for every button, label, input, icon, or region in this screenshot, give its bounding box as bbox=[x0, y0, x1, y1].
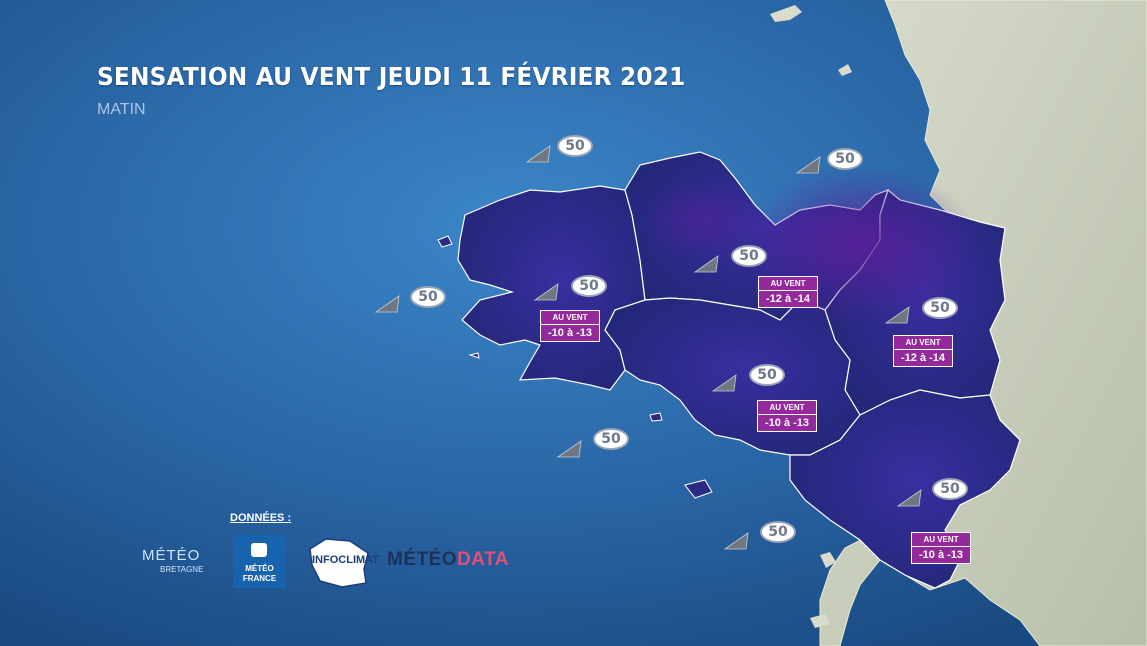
wind-badge: 50 bbox=[593, 428, 629, 450]
meteo-bretagne-sub: BRETAGNE bbox=[160, 565, 204, 574]
island-noirmoutier bbox=[820, 552, 836, 568]
map-title: SENSATION AU VENT JEUDI 11 FÉVRIER 2021 bbox=[97, 62, 686, 91]
wind-arrow-9 bbox=[896, 489, 922, 507]
wind-badge: 50 bbox=[571, 275, 607, 297]
wind-badge: 50 bbox=[749, 364, 785, 386]
infoclimat-logo: INFOCLIMAT bbox=[306, 535, 380, 589]
wind-arrow-7 bbox=[711, 374, 737, 392]
island-groix bbox=[649, 412, 663, 422]
chip-label: AU VENT bbox=[759, 277, 817, 291]
chip-value: -12 à -14 bbox=[765, 293, 811, 305]
chip-value: -12 à -14 bbox=[900, 352, 946, 364]
map-subtitle: MATIN bbox=[97, 101, 146, 118]
meteo-france-icon bbox=[251, 543, 267, 557]
windchill-chip-finistere: AU VENT -10 à -13 bbox=[540, 310, 600, 342]
wind-arrow-10 bbox=[723, 532, 749, 550]
wind-arrow-4 bbox=[374, 295, 400, 313]
chip-label: AU VENT bbox=[894, 336, 952, 350]
wind-badge: 50 bbox=[760, 521, 796, 543]
island-north bbox=[770, 5, 802, 22]
credits-label: DONNÉES : bbox=[230, 512, 292, 524]
windchill-chip-loire-atlantique: AU VENT -10 à -13 bbox=[911, 532, 971, 564]
chip-label: AU VENT bbox=[912, 533, 970, 547]
chip-value: -10 à -13 bbox=[918, 549, 964, 561]
infoclimat-text: INFOCLIMAT bbox=[312, 554, 380, 566]
wind-arrow-8 bbox=[556, 440, 582, 458]
windchill-chip-ille-et-vilaine: AU VENT -12 à -14 bbox=[893, 335, 953, 367]
island-ushant bbox=[437, 235, 453, 248]
windchill-chip-cotes-darmor: AU VENT -12 à -14 bbox=[758, 276, 818, 308]
cold-core2 bbox=[640, 180, 760, 260]
meteo-bretagne-text: MÉTÉO bbox=[142, 547, 201, 564]
meteodata-logo: MÉTÉODATA bbox=[387, 549, 509, 571]
island-sein bbox=[468, 352, 480, 359]
wind-arrow-2 bbox=[795, 156, 821, 174]
wind-arrow-3 bbox=[693, 255, 719, 273]
chip-label: AU VENT bbox=[541, 311, 599, 325]
wind-badge: 50 bbox=[557, 135, 593, 157]
wind-badge: 50 bbox=[827, 148, 863, 170]
wind-arrow-1 bbox=[525, 145, 551, 163]
island-belle-ile bbox=[684, 479, 713, 499]
meteo-bretagne-logo: MÉTÉO BRETAGNE bbox=[130, 535, 210, 585]
island-north2 bbox=[838, 64, 852, 76]
meteodata-part-a: MÉTÉO bbox=[387, 549, 458, 570]
chip-label: AU VENT bbox=[758, 401, 816, 415]
meteo-france-logo: MÉTÉO FRANCE bbox=[233, 535, 286, 588]
wind-arrow-6 bbox=[884, 306, 910, 324]
chip-value: -10 à -13 bbox=[764, 417, 810, 429]
windchill-chip-morbihan: AU VENT -10 à -13 bbox=[757, 400, 817, 432]
meteodata-part-b: DATA bbox=[457, 549, 510, 570]
chip-value: -10 à -13 bbox=[547, 327, 593, 339]
wind-arrows bbox=[374, 145, 922, 550]
wind-badge: 50 bbox=[410, 286, 446, 308]
meteo-france-text: MÉTÉO FRANCE bbox=[242, 564, 277, 583]
wind-arrow-5 bbox=[533, 283, 559, 301]
wind-badge: 50 bbox=[932, 478, 968, 500]
island-yeu bbox=[810, 614, 830, 628]
wind-badge: 50 bbox=[922, 297, 958, 319]
region-loire-atlantique bbox=[789, 389, 1021, 589]
wind-badge: 50 bbox=[731, 245, 767, 267]
france-map-icon bbox=[309, 538, 369, 588]
